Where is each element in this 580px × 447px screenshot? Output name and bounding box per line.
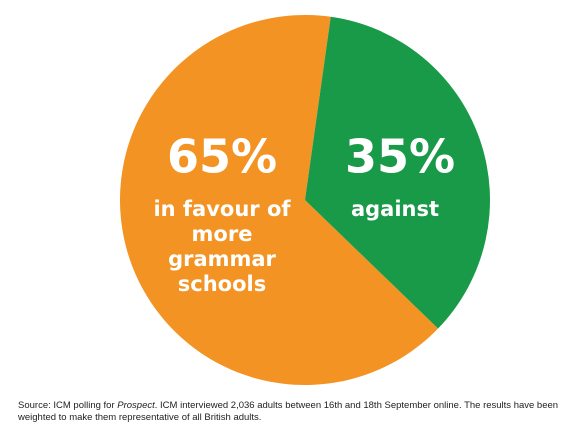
source-emphasis: Prospect bbox=[117, 400, 155, 411]
pie-slice bbox=[305, 16, 490, 329]
slice-label: against bbox=[350, 197, 440, 221]
source-text: . ICM interviewed 2,036 adults between 1… bbox=[18, 400, 559, 423]
value-label: 35% bbox=[345, 130, 455, 184]
pie-slice bbox=[120, 15, 439, 385]
slice-label: in favour of more grammar schools bbox=[153, 197, 291, 296]
value-label: 65% bbox=[167, 130, 277, 184]
source-text: Source: ICM polling for bbox=[18, 400, 118, 411]
source-note: Source: ICM polling for Prospect. ICM in… bbox=[18, 400, 566, 424]
